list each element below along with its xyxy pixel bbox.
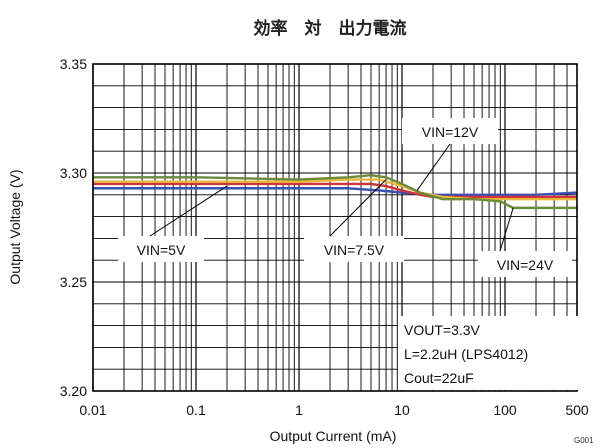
annotations: VIN=12V VIN=5V VIN=7.5V VIN=24V bbox=[118, 118, 572, 277]
condition-inductor: L=2.2uH (LPS4012) bbox=[404, 346, 528, 362]
x-axis-label: Output Current (mA) bbox=[270, 428, 397, 444]
series-line bbox=[93, 182, 577, 199]
annotation-label: VIN=24V bbox=[497, 257, 554, 273]
condition-vout: VOUT=3.3V bbox=[404, 322, 481, 338]
x-tick-label: 0.1 bbox=[186, 402, 206, 418]
series-line bbox=[93, 187, 578, 196]
y-tick-label: 3.35 bbox=[60, 56, 87, 72]
annotation-label: VIN=7.5V bbox=[324, 242, 385, 258]
annotation-leader bbox=[149, 185, 228, 237]
x-tick-label: 100 bbox=[493, 402, 517, 418]
chart-title: 効率 対 出力電流 bbox=[254, 18, 407, 39]
x-tick-label: 0.01 bbox=[79, 402, 106, 418]
annotation-label: VIN=5V bbox=[137, 242, 186, 258]
annotation-label: VIN=12V bbox=[422, 124, 479, 140]
y-tick-label: 3.25 bbox=[60, 274, 87, 290]
annotation-leader bbox=[329, 179, 387, 237]
conditions-box: VOUT=3.3V L=2.2uH (LPS4012) Cout=22uF bbox=[398, 316, 578, 390]
x-tick-label: 1 bbox=[295, 402, 303, 418]
x-tick-label: 500 bbox=[565, 402, 589, 418]
annotation-leader bbox=[416, 143, 451, 191]
annotation-box bbox=[478, 251, 572, 277]
plot-frame bbox=[92, 63, 578, 392]
annotation-box bbox=[304, 236, 404, 262]
figure-id: G001 bbox=[574, 436, 594, 445]
annotation-box bbox=[118, 236, 204, 262]
x-tick-label: 10 bbox=[394, 402, 410, 418]
series-lines bbox=[93, 173, 578, 210]
condition-cout: Cout=22uF bbox=[404, 370, 474, 386]
series-line bbox=[93, 173, 577, 210]
y-tick-label: 3.20 bbox=[60, 383, 87, 399]
y-axis-label: Output Voltage (V) bbox=[7, 169, 23, 284]
conditions-background bbox=[398, 316, 578, 390]
annotation-leader bbox=[499, 207, 514, 252]
tick-labels: 0.01 0.1 1 10 100 500 3.20 3.25 3.30 3.35 bbox=[60, 56, 589, 418]
y-tick-label: 3.30 bbox=[60, 165, 87, 181]
annotation-box bbox=[402, 118, 498, 144]
